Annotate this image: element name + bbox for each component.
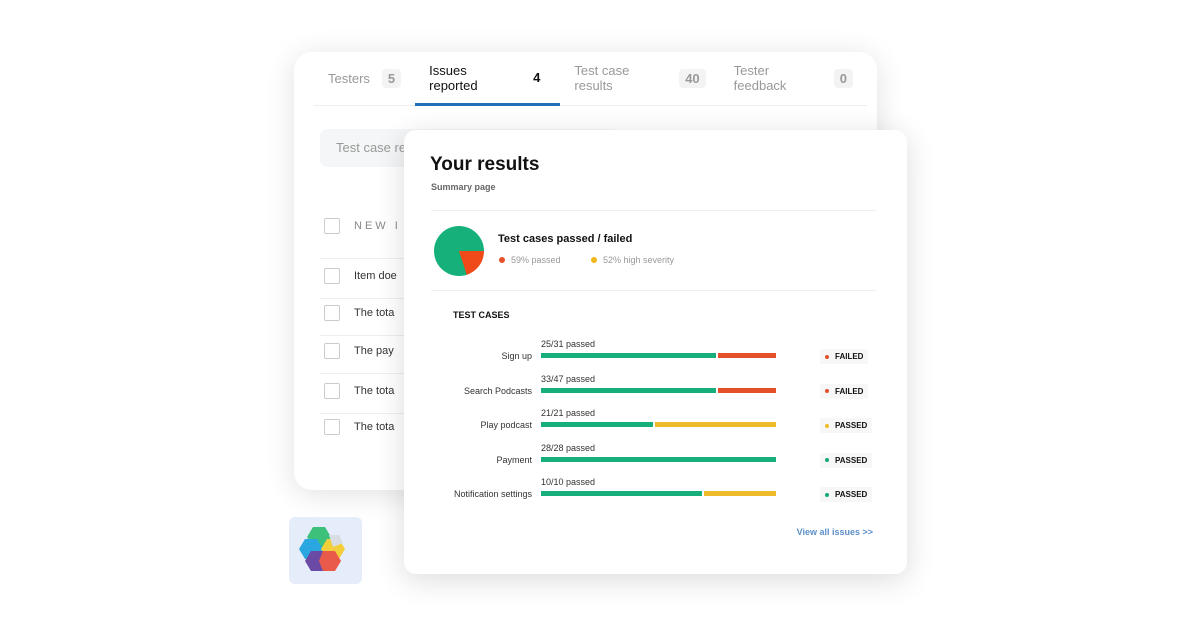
test-case-name: Payment: [496, 454, 532, 465]
table-row[interactable]: The tota: [324, 383, 844, 399]
results-subtitle: Summary page: [431, 182, 496, 192]
tab-issues-reported[interactable]: Issues reported 4: [415, 52, 561, 106]
results-card: Your results Summary page Test cases pas…: [404, 130, 907, 574]
bar-passed-segment: [541, 353, 716, 358]
test-case-name: Search Podcasts: [463, 385, 532, 396]
test-case-count: 10/10 passed: [541, 477, 596, 487]
test-case-name: Sign up: [501, 351, 532, 361]
test-case-row: Payment 28/28 passed PASSED: [404, 443, 907, 473]
row-title: Item doe: [354, 270, 397, 282]
bar-other-segment: [654, 422, 776, 427]
progress-bar: [541, 353, 776, 358]
row-checkbox[interactable]: [324, 419, 340, 435]
status-badge: FAILED: [820, 349, 869, 364]
progress-bar: [541, 491, 776, 496]
status-dot-icon: [825, 492, 829, 497]
bar-other-segment: [717, 387, 776, 393]
pass-fail-pie-chart: [434, 226, 484, 276]
test-case-row: Play podcast 21/21 passed PASSED: [404, 408, 907, 438]
app-logo: [289, 517, 362, 584]
tab-testers[interactable]: Testers 5: [314, 52, 415, 104]
bar-other-segment: [717, 353, 776, 358]
test-cases-heading: TEST CASES: [453, 310, 510, 320]
table-row[interactable]: The tota: [324, 305, 844, 321]
status-dot-icon: [825, 423, 829, 428]
table-row[interactable]: Item doe: [324, 268, 844, 284]
hexagon-logo-icon: [299, 527, 345, 571]
tab-label: Tester feedback: [733, 63, 787, 93]
status-dot-icon: [825, 458, 829, 462]
bar-passed-segment: [541, 456, 776, 462]
tab-count: 0: [833, 68, 853, 88]
bar-other-segment: [703, 491, 776, 496]
legend-passed: 59% passed: [499, 255, 561, 265]
test-case-name: Play podcast: [480, 420, 532, 430]
row-checkbox[interactable]: [324, 383, 340, 399]
legend-high-severity: 52% high severity: [591, 255, 674, 265]
test-case-row: Notification settings 10/10 passed PASSE…: [404, 477, 907, 507]
tab-count: 40: [679, 68, 706, 88]
table-header: NEW I: [324, 218, 844, 234]
pie-title: Test cases passed / failed: [498, 233, 633, 245]
tab-test-case-results[interactable]: Test case results 40: [560, 52, 719, 104]
progress-bar: [541, 422, 776, 427]
status-badge: FAILED: [820, 383, 869, 399]
row-title: The pay: [354, 345, 394, 357]
view-all-issues-link[interactable]: View all issues >>: [796, 527, 873, 537]
bar-passed-segment: [541, 387, 716, 393]
progress-bar: [541, 387, 776, 393]
tab-label: Test case results: [574, 63, 630, 93]
row-title: The tota: [354, 421, 395, 433]
test-case-row: Search Podcasts 33/47 passed FAILED: [404, 374, 907, 404]
test-case-row: Sign up 25/31 passed FAILED: [404, 339, 907, 369]
row-checkbox[interactable]: [324, 305, 340, 321]
status-badge: PASSED: [820, 452, 873, 468]
status-dot-icon: [825, 354, 829, 359]
test-case-count: 25/31 passed: [541, 339, 596, 349]
test-case-count: 28/28 passed: [541, 442, 596, 453]
tab-count: 5: [381, 68, 402, 88]
tab-tester-feedback[interactable]: Tester feedback 0: [720, 52, 867, 104]
row-title: The tota: [354, 385, 395, 397]
status-dot-icon: [825, 389, 829, 393]
row-checkbox[interactable]: [324, 268, 340, 284]
tab-label: Issues reported: [429, 62, 478, 93]
tab-bar: Testers 5 Issues reported 4 Test case result…: [314, 52, 867, 106]
bar-passed-segment: [541, 422, 653, 427]
tab-count: 4: [533, 70, 541, 85]
tab-label: Testers: [328, 70, 370, 86]
test-case-count: 21/21 passed: [541, 408, 596, 418]
row-title: The tota: [354, 307, 395, 319]
table-row[interactable]: The tota: [324, 419, 844, 435]
progress-bar: [541, 456, 776, 462]
status-badge: PASSED: [820, 418, 873, 433]
bar-passed-segment: [541, 491, 702, 496]
results-title: Your results: [430, 154, 540, 175]
test-case-name: Notification settings: [453, 489, 532, 499]
select-all-checkbox[interactable]: [324, 218, 340, 234]
table-row[interactable]: The pay: [324, 343, 844, 359]
status-badge: PASSED: [820, 487, 873, 502]
row-checkbox[interactable]: [324, 343, 340, 359]
test-case-count: 33/47 passed: [541, 373, 596, 384]
column-header: NEW I: [354, 220, 401, 232]
